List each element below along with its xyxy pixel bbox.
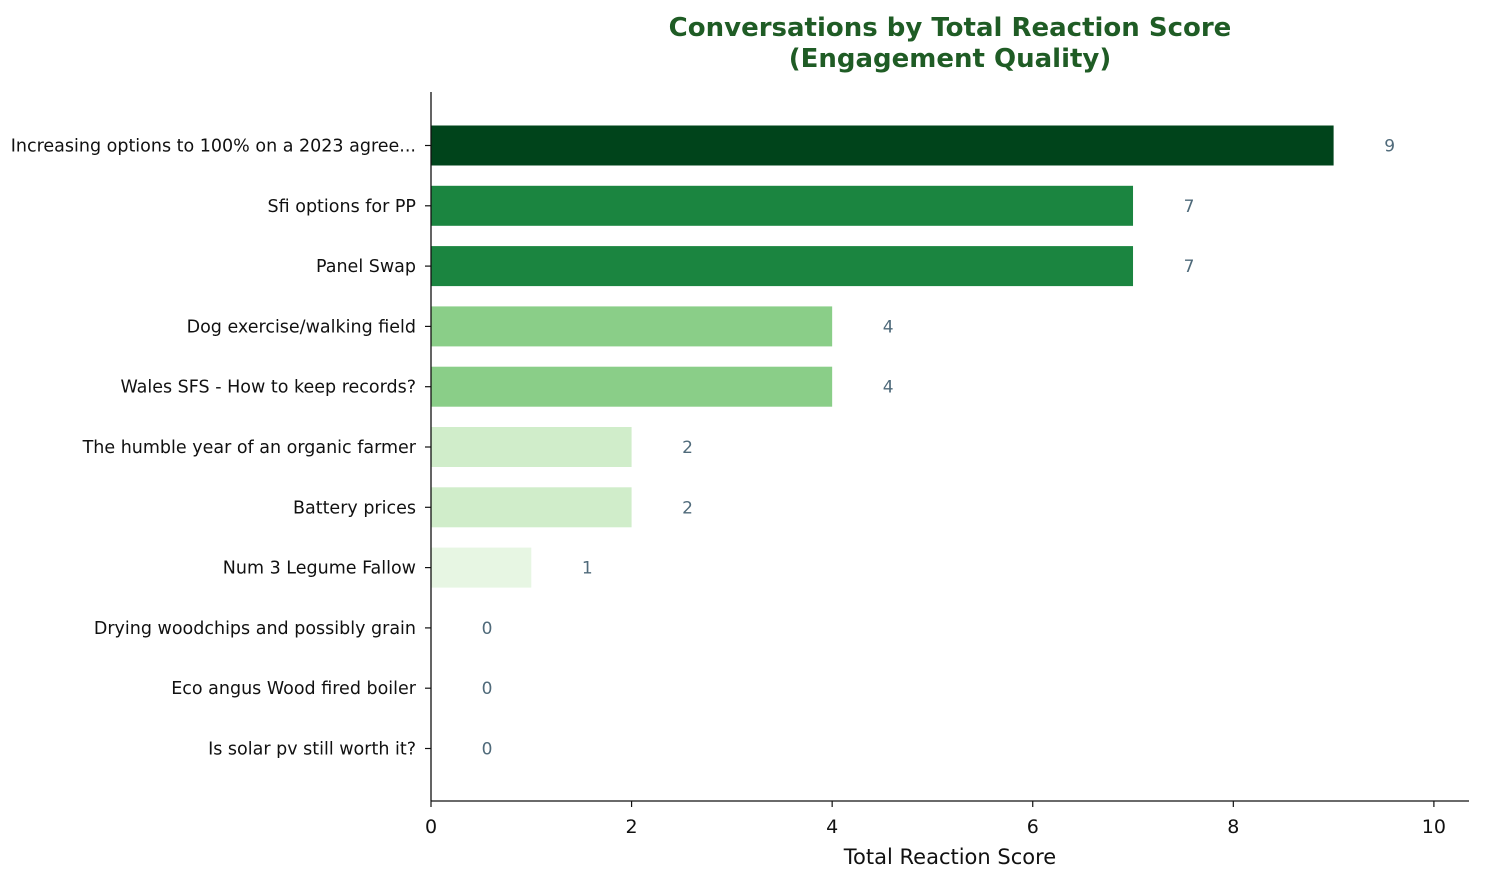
x-ticks-group: 0 2 4 6 8 10: [425, 801, 1446, 838]
value-label-8: 1: [582, 559, 593, 579]
x-tick-label-4: 4: [826, 816, 838, 838]
x-tick-label-0: 0: [425, 816, 437, 838]
category-label-5: Wales SFS - How to keep records?: [120, 378, 416, 398]
value-label-9: 0: [482, 619, 493, 639]
axes-group: [425, 92, 1469, 802]
value-label-3: 7: [1184, 257, 1195, 277]
x-tick-label-8: 8: [1227, 816, 1239, 838]
bar-6: [431, 427, 632, 467]
category-label-4: Dog exercise/walking field: [187, 317, 416, 337]
x-axis-title: Total Reaction Score: [843, 845, 1056, 869]
value-label-5: 4: [883, 378, 894, 398]
category-label-6: The humble year of an organic farmer: [82, 438, 417, 458]
category-labels-group: Increasing options to 100% on a 2023 agr…: [11, 137, 417, 760]
chart-title: Conversations by Total Reaction Score(En…: [669, 13, 1232, 74]
chart-title-line-1: Conversations by Total Reaction Score: [669, 13, 1232, 43]
category-label-8: Num 3 Legume Fallow: [223, 559, 416, 579]
x-tick-label-10: 10: [1422, 816, 1446, 838]
bar-1: [431, 125, 1334, 166]
value-label-4: 4: [883, 317, 894, 337]
category-label-11: Is solar pv still worth it?: [208, 740, 416, 760]
chart-title-line-2: (Engagement Quality): [789, 44, 1112, 74]
value-label-10: 0: [482, 679, 493, 699]
bar-8: [431, 547, 532, 588]
value-label-6: 2: [682, 438, 693, 458]
bar-2: [431, 185, 1134, 226]
value-label-11: 0: [482, 740, 493, 760]
value-label-7: 2: [682, 498, 693, 518]
value-label-1: 9: [1384, 137, 1395, 157]
bar-7: [431, 487, 632, 528]
category-label-9: Drying woodchips and possibly grain: [94, 619, 416, 639]
x-tick-label-2: 2: [626, 816, 638, 838]
category-label-2: Sfi options for PP: [268, 197, 416, 217]
bars-group: [431, 125, 1334, 588]
bar-5: [431, 366, 833, 407]
category-label-10: Eco angus Wood fired boiler: [171, 679, 417, 699]
value-labels-group: 9 7 7 4 4 2 2 1 0 0 0: [482, 137, 1395, 760]
bar-4: [431, 306, 833, 347]
category-label-3: Panel Swap: [316, 257, 416, 277]
x-tick-label-6: 6: [1027, 816, 1039, 838]
category-label-1: Increasing options to 100% on a 2023 agr…: [11, 137, 416, 157]
bar-3: [431, 246, 1134, 287]
value-label-2: 7: [1184, 197, 1195, 217]
category-label-7: Battery prices: [293, 498, 416, 518]
